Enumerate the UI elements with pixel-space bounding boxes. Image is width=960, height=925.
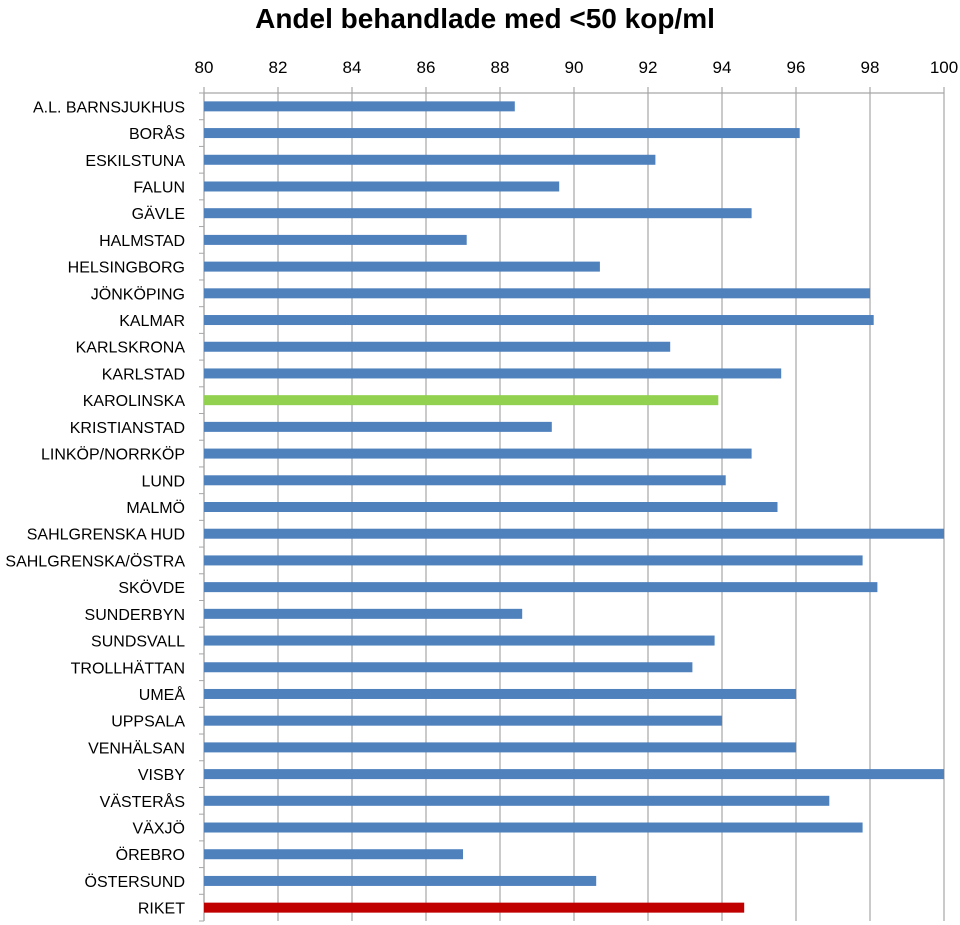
category-label: ÖSTERSUND (85, 873, 185, 891)
x-tick-label: 96 (787, 58, 806, 77)
category-label: KARLSTAD (102, 366, 185, 383)
category-label: SAHLGRENSKA/ÖSTRA (5, 552, 185, 570)
category-label: BORÅS (129, 124, 185, 143)
category-label: SAHLGRENSKA HUD (27, 527, 185, 544)
category-label: KRISTIANSTAD (70, 420, 185, 437)
bar-helsingborg (204, 262, 600, 272)
bar-malmö (204, 502, 778, 512)
bar-lund (204, 475, 726, 485)
category-label: JÖNKÖPING (91, 285, 185, 303)
bar-växjö (204, 823, 863, 833)
y-axis: A.L. BARNSJUKHUS BORÅS ESKILSTUNA FALUN GÄVL… (5, 93, 204, 921)
bar-sahlgrenska-hud (204, 529, 944, 539)
chart-title: Andel behandlade med <50 kop/ml (255, 3, 715, 34)
x-tick-label: 84 (343, 58, 362, 77)
bar-falun (204, 181, 559, 191)
bar-kalmar (204, 315, 874, 325)
bar-östersund (204, 876, 596, 886)
category-label: VÄXJÖ (133, 820, 185, 838)
bar-borås (204, 128, 800, 138)
category-label: GÄVLE (132, 205, 185, 223)
category-label: HELSINGBORG (68, 260, 185, 277)
bar-sunderbyn (204, 609, 522, 619)
bar-eskilstuna (204, 155, 655, 165)
category-label: ESKILSTUNA (85, 153, 185, 170)
category-label: SUNDERBYN (85, 607, 185, 624)
chart: Andel behandlade med <50 kop/ml 80 82 84 86… (0, 0, 960, 925)
bar-sahlgrenska-östra (204, 555, 863, 565)
bar-karlskrona (204, 342, 670, 352)
category-label: KALMAR (119, 313, 185, 330)
bar-örebro (204, 849, 463, 859)
category-label: KAROLINSKA (83, 393, 186, 410)
bar-venhälsan (204, 742, 796, 752)
category-label: HALMSTAD (99, 233, 185, 250)
x-tick-label: 100 (930, 58, 958, 77)
category-label: UMEÅ (139, 685, 186, 704)
category-label: TROLLHÄTTAN (71, 659, 185, 677)
category-label: ÖREBRO (116, 846, 185, 864)
x-tick-label: 92 (639, 58, 658, 77)
category-label: RIKET (138, 901, 185, 918)
x-tick-label: 86 (417, 58, 436, 77)
category-label: VISBY (138, 767, 185, 784)
x-tick-label: 98 (861, 58, 880, 77)
category-label: MALMÖ (126, 499, 185, 517)
bar-umeå (204, 689, 796, 699)
x-tick-label: 80 (195, 58, 214, 77)
category-label: FALUN (133, 179, 185, 196)
category-label: SUNDSVALL (91, 634, 185, 651)
bar-uppsala (204, 716, 722, 726)
x-tick-label: 82 (269, 58, 288, 77)
bar-västerås (204, 796, 829, 806)
category-label: SKÖVDE (118, 579, 185, 597)
category-label: A.L. BARNSJUKHUS (33, 99, 185, 116)
bar-karlstad (204, 368, 781, 378)
bar-jönköping (204, 288, 870, 298)
bar-sundsvall (204, 636, 715, 646)
bar-linköp-norrköp (204, 449, 752, 459)
bar-a-l-barnsjukhus (204, 101, 515, 111)
x-tick-label: 94 (713, 58, 732, 77)
x-tick-label: 90 (565, 58, 584, 77)
category-label: KARLSKRONA (76, 340, 186, 357)
bar-halmstad (204, 235, 467, 245)
bar-kristianstad (204, 422, 552, 432)
category-label: LINKÖP/NORRKÖP (41, 446, 185, 464)
bar-skövde (204, 582, 877, 592)
category-label: UPPSALA (111, 714, 185, 731)
bar-visby (204, 769, 944, 779)
bar-gävle (204, 208, 752, 218)
bar-trollhättan (204, 662, 692, 672)
bar-karolinska (204, 395, 718, 405)
category-label: VÄSTERÅS (100, 792, 185, 811)
x-axis: 80 82 84 86 88 90 92 94 96 98 100 (195, 58, 959, 93)
category-label: LUND (141, 473, 185, 490)
bar-riket (204, 903, 744, 913)
x-tick-label: 88 (491, 58, 510, 77)
category-label: VENHÄLSAN (88, 739, 185, 757)
